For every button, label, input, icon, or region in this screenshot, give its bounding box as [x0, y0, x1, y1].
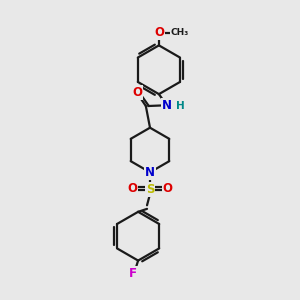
Text: H: H: [176, 101, 185, 111]
Text: O: O: [127, 182, 137, 195]
Text: O: O: [163, 182, 173, 195]
Text: N: N: [162, 99, 172, 112]
Text: CH₃: CH₃: [171, 28, 189, 38]
Text: O: O: [132, 86, 142, 99]
Text: O: O: [154, 26, 164, 39]
Text: S: S: [146, 183, 154, 196]
Text: F: F: [129, 266, 137, 280]
Text: N: N: [145, 166, 155, 179]
